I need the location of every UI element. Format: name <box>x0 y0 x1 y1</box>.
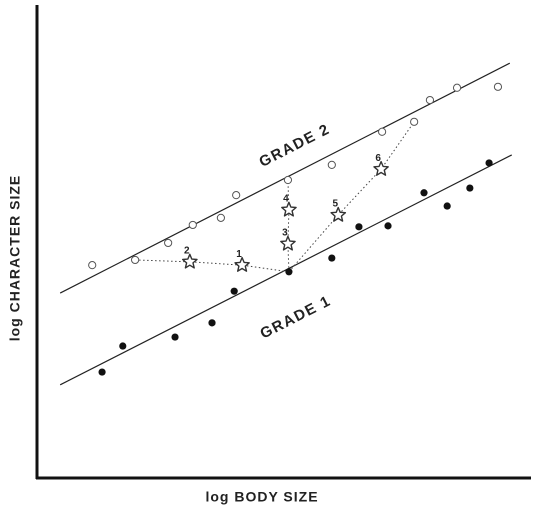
point <box>283 175 293 185</box>
star-point <box>280 235 296 251</box>
point <box>485 159 493 167</box>
point <box>378 127 387 136</box>
star-label: 1 <box>236 249 242 260</box>
point <box>171 333 179 341</box>
star-point <box>234 256 250 272</box>
point <box>466 184 474 192</box>
point <box>88 261 97 270</box>
point <box>230 287 238 295</box>
point <box>327 160 336 169</box>
point <box>119 342 127 350</box>
point <box>216 213 225 222</box>
point <box>410 117 419 126</box>
point <box>188 220 197 230</box>
point <box>232 191 241 200</box>
point <box>355 223 363 231</box>
star-label: 6 <box>375 153 381 164</box>
point <box>131 255 140 265</box>
x-axis-label: log BODY SIZE <box>205 489 318 505</box>
star-point <box>330 206 347 222</box>
point <box>493 82 503 91</box>
star-label: 2 <box>184 245 190 256</box>
star-label: 4 <box>283 193 289 204</box>
point <box>443 202 451 210</box>
point <box>208 319 216 327</box>
star-point <box>281 201 297 217</box>
point <box>164 238 173 248</box>
point <box>285 268 293 276</box>
star-label: 5 <box>332 199 338 210</box>
star-point <box>182 253 198 269</box>
dotted-path <box>287 179 290 272</box>
dotted-path <box>135 259 289 273</box>
point <box>98 368 106 376</box>
line-label: GRADE 1 <box>257 292 334 342</box>
point <box>425 95 435 105</box>
star-point <box>373 160 389 176</box>
line-label: GRADE 2 <box>257 121 333 171</box>
point <box>328 254 336 262</box>
y-axis-label: log CHARACTER SIZE <box>7 175 23 342</box>
point <box>384 222 392 230</box>
point <box>452 83 462 92</box>
point <box>420 189 428 197</box>
star-label: 3 <box>282 228 288 239</box>
